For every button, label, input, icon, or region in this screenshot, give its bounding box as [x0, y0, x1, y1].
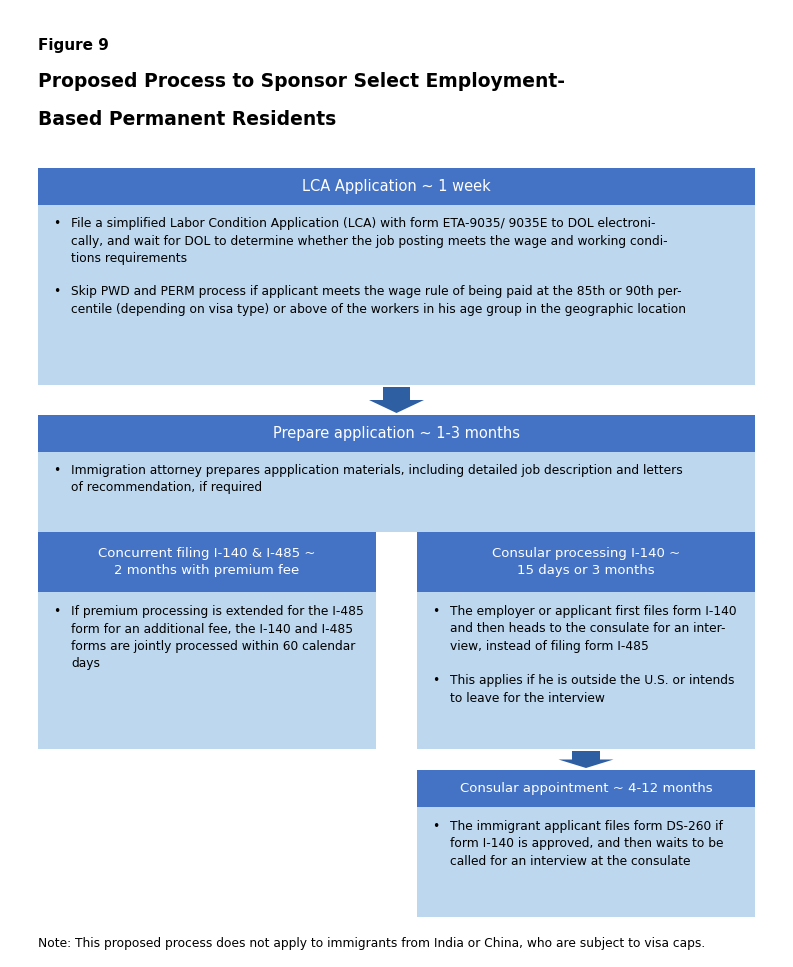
Bar: [417, 807, 755, 917]
Bar: [38, 592, 376, 749]
Bar: [38, 452, 755, 532]
Text: Proposed Process to Sponsor Select Employment-: Proposed Process to Sponsor Select Emplo…: [38, 72, 565, 91]
Bar: [573, 532, 600, 534]
Text: If premium processing is extended for the I-485
form for an additional fee, the : If premium processing is extended for th…: [71, 605, 364, 670]
Text: Immigration attorney prepares appplication materials, including detailed job des: Immigration attorney prepares appplicati…: [71, 464, 683, 494]
Text: Consular processing I-140 ~
15 days or 3 months: Consular processing I-140 ~ 15 days or 3…: [492, 547, 680, 577]
Polygon shape: [179, 530, 235, 532]
Text: Note: This proposed process does not apply to immigrants from India or China, wh: Note: This proposed process does not app…: [38, 937, 705, 950]
Bar: [38, 532, 376, 592]
Text: Prepare application ~ 1-3 months: Prepare application ~ 1-3 months: [273, 426, 520, 441]
Bar: [38, 205, 755, 385]
Bar: [38, 168, 755, 205]
Text: Based Permanent Residents: Based Permanent Residents: [38, 110, 336, 129]
Text: •: •: [53, 285, 60, 298]
Bar: [193, 532, 220, 534]
Text: •: •: [432, 605, 439, 618]
Polygon shape: [558, 530, 614, 532]
Text: This applies if he is outside the U.S. or intends
to leave for the interview: This applies if he is outside the U.S. o…: [450, 674, 734, 705]
Polygon shape: [558, 759, 614, 768]
Bar: [417, 770, 755, 807]
Text: Figure 9: Figure 9: [38, 38, 109, 53]
Text: •: •: [432, 820, 439, 833]
Text: Skip PWD and PERM process if applicant meets the wage rule of being paid at the : Skip PWD and PERM process if applicant m…: [71, 285, 686, 315]
Bar: [383, 387, 410, 400]
Text: •: •: [432, 674, 439, 687]
Text: LCA Application ~ 1 week: LCA Application ~ 1 week: [302, 179, 491, 194]
Text: The employer or applicant first files form I-140
and then heads to the consulate: The employer or applicant first files fo…: [450, 605, 737, 653]
Bar: [573, 751, 600, 759]
Bar: [417, 592, 755, 749]
Text: File a simplified Labor Condition Application (LCA) with form ETA-9035/ 9035E to: File a simplified Labor Condition Applic…: [71, 217, 668, 265]
Text: •: •: [53, 217, 60, 230]
Text: The immigrant applicant files form DS-260 if
form I-140 is approved, and then wa: The immigrant applicant files form DS-26…: [450, 820, 723, 868]
Polygon shape: [369, 400, 424, 413]
Text: Concurrent filing I-140 & I-485 ~
2 months with premium fee: Concurrent filing I-140 & I-485 ~ 2 mont…: [98, 547, 316, 577]
Text: Consular appointment ~ 4-12 months: Consular appointment ~ 4-12 months: [460, 782, 712, 795]
Bar: [38, 415, 755, 452]
Text: •: •: [53, 605, 60, 618]
Bar: [417, 532, 755, 592]
Text: •: •: [53, 464, 60, 477]
